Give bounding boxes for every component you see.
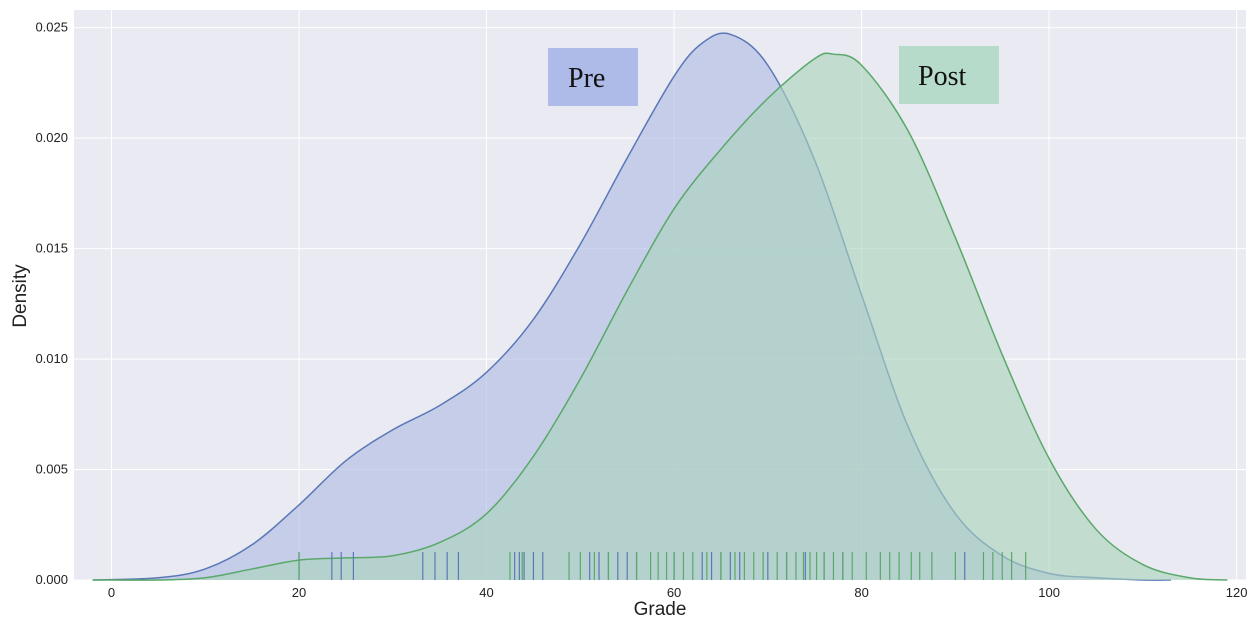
- post-density-line: [92, 52, 1228, 581]
- y-tick-label: 0.005: [35, 462, 68, 477]
- x-tick-label: 100: [1038, 585, 1060, 600]
- legend-pre-label: Pre: [568, 63, 605, 94]
- legend-post: Post: [899, 46, 999, 104]
- y-tick-label: 0.025: [35, 20, 68, 35]
- legend-post-box: [899, 46, 999, 104]
- x-tick-label: 120: [1226, 585, 1248, 600]
- x-tick-label: 80: [854, 585, 868, 600]
- x-tick-label: 0: [108, 585, 115, 600]
- x-tick-label: 20: [292, 585, 306, 600]
- rug-layer: [298, 552, 1027, 580]
- x-tick-label: 40: [479, 585, 493, 600]
- series-layer: [92, 32, 1228, 581]
- y-tick-label: 0.015: [35, 241, 68, 256]
- y-axis-label: Density: [10, 264, 31, 328]
- x-axis-label: Grade: [634, 599, 687, 619]
- y-tick-label: 0.010: [35, 351, 68, 366]
- y-tick-label: 0.000: [35, 572, 68, 587]
- legend-pre-box: [548, 48, 638, 106]
- post-density-area: [92, 53, 1228, 581]
- y-tick-label: 0.020: [35, 130, 68, 145]
- x-tick-label: 60: [667, 585, 681, 600]
- legend-post-label: Post: [918, 61, 966, 92]
- legend-pre: Pre: [548, 48, 638, 106]
- tick-labels: 0 20 40 60 80 100 120 0.000 0.005 0.010 0.015 0.020…: [35, 20, 1247, 600]
